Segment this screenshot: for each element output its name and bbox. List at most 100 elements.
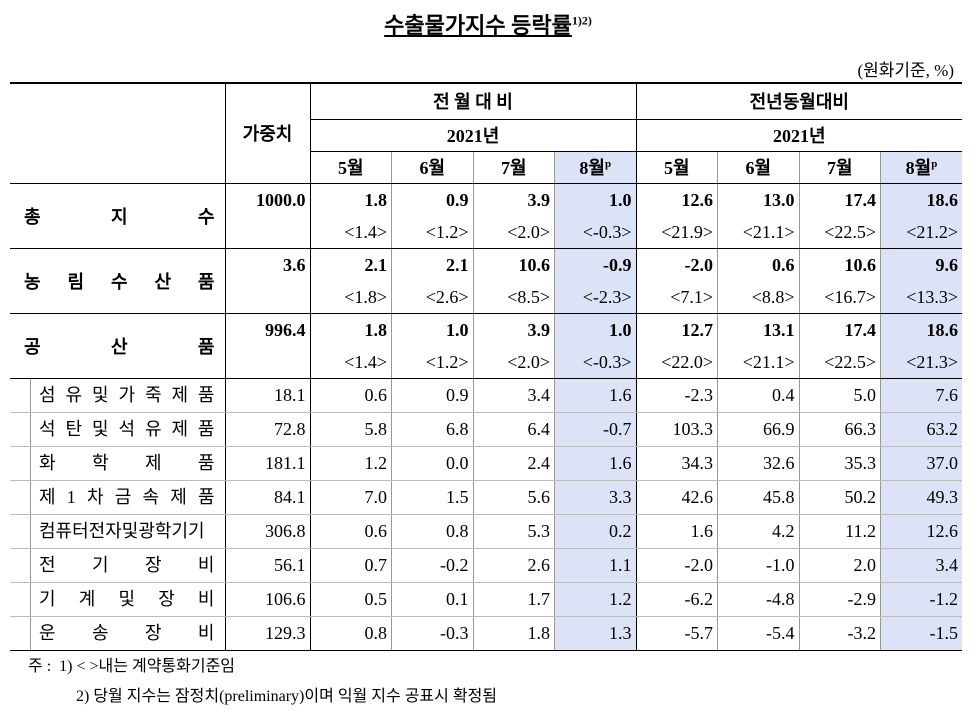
value: 18.6 (926, 319, 959, 340)
value: -2.0 (684, 254, 714, 275)
notes: 주 : 1) < >내는 계약통화기준임 2) 당월 지수는 잠정치(preli… (28, 652, 497, 712)
value-cell: 32.6 (717, 446, 799, 481)
value-cell: 3.3 (554, 480, 637, 515)
value-cell: 1.2 (309, 446, 392, 481)
value-cell: 12.6 <21.9> (635, 183, 718, 249)
value-cell: 18.6 <21.3> (880, 313, 963, 379)
minor-row: 석 탄 및 석 유 제 품 72.8 5.8 6.8 6.4 -0.7 103.3 66.9 6… (10, 412, 963, 447)
value-cell: 3.9 <2.0> (472, 183, 555, 249)
spacer (230, 346, 306, 378)
value: 1.8 (364, 189, 388, 210)
value-cell: 1.8 <1.4> (309, 183, 392, 249)
value-cell: 0.5 (309, 582, 392, 617)
value-cell: -6.2 (635, 582, 718, 617)
value-cell: 0.1 (391, 582, 473, 617)
value: 13.1 (763, 319, 795, 340)
table-body: 총 지 수 1000.0 1.8 <1.4> 0.9 <1.2> 3.9 <2.0> 1.0 <-… (10, 183, 963, 651)
minor-row: 전 기 장 비 56.1 0.7 -0.2 2.6 1.1 -2.0 -1.0 2.0 3.4 (10, 548, 963, 583)
value: 1.8 (364, 319, 388, 340)
weight-header: 가중치 (224, 82, 311, 184)
year-header: 2021년 (309, 119, 637, 152)
value-cell: 1.8 <1.4> (309, 313, 392, 379)
contract-value: <2.0> (507, 221, 550, 242)
value: 9.6 (935, 254, 959, 275)
value-cell: 17.4 <22.5> (798, 313, 881, 379)
weight-cell: 72.8 (224, 412, 311, 447)
value-cell: 3.4 (880, 548, 963, 583)
major-row: 농 림 수 산 품 3.6 2.1 <1.8> 2.1 <2.6> 10.6 <8.5> -0.… (10, 248, 963, 314)
value: 17.4 (844, 319, 877, 340)
value-cell: 1.3 (554, 616, 637, 651)
value-cell: 18.6 <21.2> (880, 183, 963, 249)
value-cell: 1.0 <1.2> (391, 313, 473, 379)
row-label: 섬 유 및 가 죽 제 품 (30, 378, 221, 412)
row-label-cell: 석 탄 및 석 유 제 품 (10, 412, 226, 447)
value-cell: 2.4 (472, 446, 555, 481)
value-cell: 5.3 (472, 514, 555, 549)
contract-value: <21.1> (742, 221, 795, 242)
value-cell: -2.0 (635, 548, 718, 583)
row-label: 공 산 품 (24, 336, 215, 357)
value-cell: -5.4 (717, 616, 799, 651)
title-text: 수출물가지수 등락률 (384, 13, 572, 38)
contract-value: <1.4> (344, 351, 387, 372)
contract-value: <2.6> (425, 286, 469, 307)
row-label-cell: 화 학 제 품 (10, 446, 226, 481)
row-label: 운 송 장 비 (30, 616, 221, 650)
contract-value: <21.2> (906, 221, 959, 242)
contract-value: <1.2> (425, 351, 469, 372)
contract-value: <-0.3> (582, 221, 632, 242)
value-cell: 1.8 (472, 616, 555, 651)
value-cell: -1.5 (880, 616, 963, 651)
value-cell: 1.6 (554, 378, 637, 413)
row-label-cell: 섬 유 및 가 죽 제 품 (10, 378, 226, 413)
prelim-mark: p (604, 158, 612, 170)
value-cell: 11.2 (798, 514, 881, 549)
row-label: 컴퓨터전자및광학기기 (30, 514, 221, 548)
weight-cell: 18.1 (224, 378, 311, 413)
value: 18.6 (926, 189, 959, 210)
value-cell: 0.9 <1.2> (391, 183, 473, 249)
value: 2.1 (446, 254, 469, 275)
value: 17.4 (844, 189, 877, 210)
value-cell: 103.3 (635, 412, 718, 447)
row-label-cell: 총 지 수 (10, 183, 226, 249)
value-cell: 5.0 (798, 378, 881, 413)
value-cell: 2.1 <2.6> (391, 248, 473, 314)
value-cell: 45.8 (717, 480, 799, 515)
value-cell: 13.1 <21.1> (717, 313, 799, 379)
value-cell: 0.6 (309, 378, 392, 413)
table-header: 가중치 전 월 대 비 전년동월대비 2021년 2021년 5월 6월 7월 8월p 5월 6월 7… (10, 82, 963, 184)
row-label-cell: 기 계 및 장 비 (10, 582, 226, 617)
month-header: 5월 (635, 151, 718, 184)
row-label-cell: 농 림 수 산 품 (10, 248, 226, 314)
value-cell: 1.7 (472, 582, 555, 617)
corner (10, 82, 226, 184)
minor-row: 운 송 장 비 129.3 0.8 -0.3 1.8 1.3 -5.7 -5.4 -3.2 -1.… (10, 616, 963, 651)
row-label: 농 림 수 산 품 (24, 271, 215, 292)
row-label-cell: 공 산 품 (10, 313, 226, 379)
month: 8월 (905, 158, 932, 178)
value: 1.0 (609, 189, 632, 210)
row-label-cell: 운 송 장 비 (10, 616, 226, 651)
row-label-cell: 제 1 차 금 속 제 품 (10, 480, 226, 515)
value-cell: -4.8 (717, 582, 799, 617)
value-cell: 35.3 (798, 446, 881, 481)
value-cell: -0.9 <-2.3> (554, 248, 637, 314)
value: 1.0 (609, 319, 632, 340)
weight-cell: 106.6 (224, 582, 311, 617)
value-cell: 13.0 <21.1> (717, 183, 799, 249)
value-cell: 66.3 (798, 412, 881, 447)
row-label-cell: 전 기 장 비 (10, 548, 226, 583)
value-cell: 0.2 (554, 514, 637, 549)
value-cell: 2.6 (472, 548, 555, 583)
value-cell: 42.6 (635, 480, 718, 515)
value-cell: 7.0 (309, 480, 392, 515)
month-header: 7월 (798, 151, 881, 184)
group-header: 전년동월대비 (635, 82, 963, 120)
value: 3.9 (527, 189, 551, 210)
prelim-mark: p (931, 158, 938, 170)
title-note: 1)2) (571, 13, 592, 28)
note-head: 주 : (28, 658, 52, 675)
